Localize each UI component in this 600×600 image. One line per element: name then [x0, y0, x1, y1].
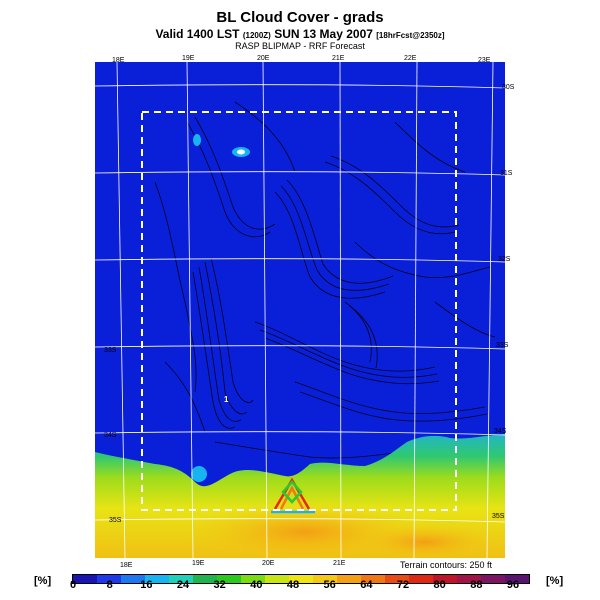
colorbar-tick-label: 24: [176, 579, 190, 591]
lat-label-right: 30S: [502, 84, 515, 91]
cloud-blob-north-core: [237, 149, 245, 155]
colorbar-tick-label: 80: [433, 579, 446, 591]
colorbar-unit-left: [%]: [34, 575, 52, 587]
colorbar: [72, 574, 530, 584]
colorbar-swatch: [73, 575, 97, 583]
colorbar-swatch: [217, 575, 241, 583]
high-cloud-cells: [271, 477, 315, 514]
terrain-contours: [154, 101, 496, 459]
colorbar-swatch: [145, 575, 169, 583]
map-canvas: 1: [95, 62, 505, 558]
lat-label-left: 34S: [104, 432, 117, 439]
lon-label-top: 19E: [182, 55, 195, 62]
cloud-blob-north-west: [193, 134, 201, 146]
cloud-blob-coast-west: [191, 466, 207, 482]
domain-boundary: [141, 111, 457, 511]
lat-label-right: 32S: [498, 256, 511, 263]
colorbar-swatch: [481, 575, 505, 583]
warm-cloud-patch-east: [355, 524, 495, 558]
lon-label-top: 20E: [257, 55, 270, 62]
cloud-cover-map[interactable]: 1: [95, 62, 505, 558]
lat-lon-grid: [95, 62, 505, 558]
lat-label-right: 35S: [492, 513, 505, 520]
colorbar-swatch: [433, 575, 457, 583]
map-subtitle: RASP BLIPMAP - RRF Forecast: [235, 41, 365, 51]
lat-label-left: 35S: [109, 517, 122, 524]
colorbar-swatch: [337, 575, 361, 583]
terrain-contours-note: Terrain contours: 250 ft: [400, 560, 493, 570]
forecast-tag: [18hrFcst@2350z]: [376, 31, 445, 40]
lon-label-top: 18E: [112, 57, 125, 64]
colorbar-tick-label: 72: [396, 579, 410, 591]
lon-label-bottom: 21E: [333, 560, 346, 567]
valid-time-line: Valid 1400 LST (1200Z) SUN 13 May 2007 […: [0, 27, 600, 41]
colorbar-swatch: [289, 575, 313, 583]
colorbar-swatch: [313, 575, 337, 583]
valid-utc-time: (1200Z): [242, 31, 271, 40]
colorbar-swatch: [241, 575, 265, 583]
colorbar-tick-label: 64: [360, 579, 373, 591]
map-title: BL Cloud Cover - grads: [216, 9, 384, 26]
lon-label-bottom: 19E: [192, 560, 205, 567]
colorbar-swatch: [169, 575, 193, 583]
lat-label-right: 33S: [496, 342, 509, 349]
valid-local-time: Valid 1400 LST: [155, 27, 240, 41]
colorbar-tick-label: 48: [286, 579, 300, 591]
colorbar-swatch: [193, 575, 217, 583]
colorbar-unit-right: [%]: [546, 575, 564, 587]
colorbar-tick-label: 0: [69, 579, 77, 591]
colorbar-tick-label: 8: [106, 579, 113, 591]
lon-label-top: 21E: [332, 55, 345, 62]
colorbar-swatch: [97, 575, 121, 583]
lon-label-bottom: 20E: [262, 560, 275, 567]
colorbar-swatch: [121, 575, 145, 583]
lat-label-left: 33S: [104, 347, 117, 354]
colorbar-tick-label: 56: [323, 579, 336, 591]
colorbar-swatch: [505, 575, 529, 583]
location-marker: 1: [224, 395, 229, 404]
lon-label-top: 22E: [404, 55, 417, 62]
colorbar-tick-label: 88: [470, 579, 483, 591]
colorbar-swatch: [457, 575, 481, 583]
colorbar-tick-label: 40: [250, 579, 263, 591]
colorbar-swatch: [385, 575, 409, 583]
lat-label-right: 31S: [500, 170, 513, 177]
valid-date: SUN 13 May 2007: [274, 27, 373, 41]
lon-label-top: 23E: [478, 57, 491, 64]
colorbar-tick-label: 16: [140, 579, 153, 591]
colorbar-tick-label: 32: [213, 579, 226, 591]
colorbar-swatch: [409, 575, 433, 583]
lat-label-right: 34S: [494, 428, 507, 435]
colorbar-tick-label: 96: [506, 579, 520, 591]
colorbar-swatch: [361, 575, 385, 583]
lon-label-bottom: 18E: [120, 562, 133, 569]
colorbar-swatch: [265, 575, 289, 583]
